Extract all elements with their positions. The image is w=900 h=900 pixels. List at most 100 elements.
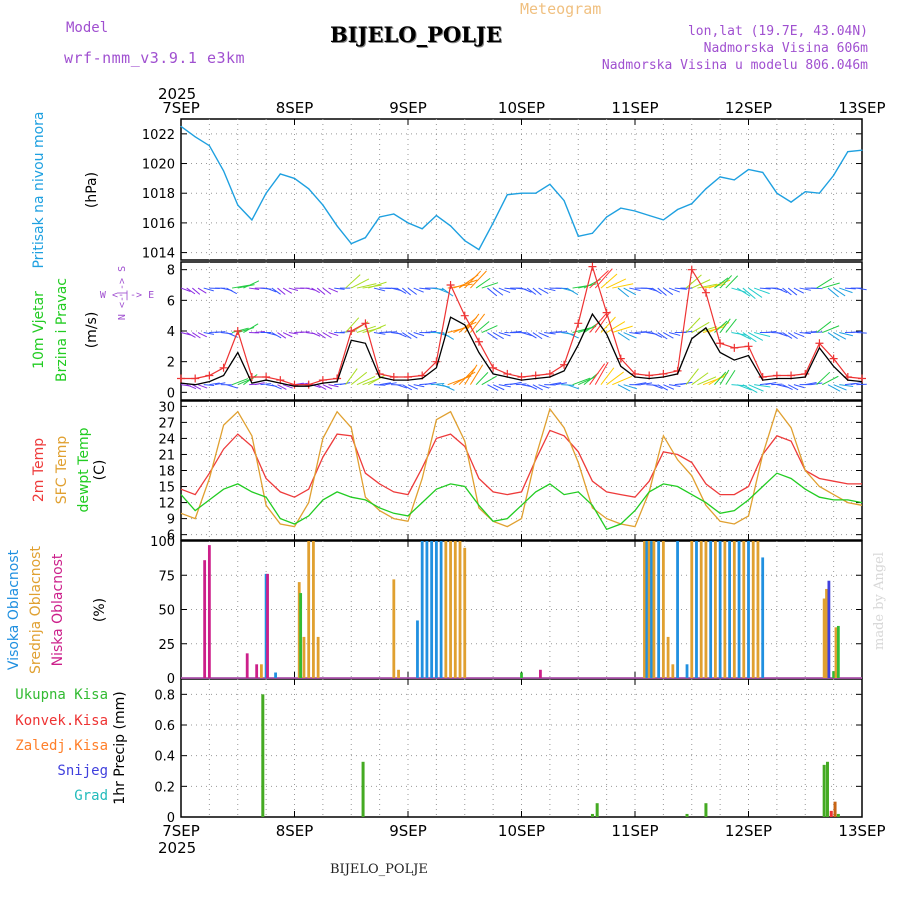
pressure-point: [705, 188, 707, 190]
precip-bar: [595, 803, 599, 817]
wind-arrow: [617, 384, 631, 392]
wind-arrow: [759, 287, 771, 290]
wind-arrow: [566, 384, 580, 390]
ylabel-cloud: Visoka Oblacnost: [6, 549, 22, 670]
temp-line-dewpoint: [180, 472, 863, 531]
wind-arrow: [634, 382, 647, 386]
wind-arrow: [260, 383, 272, 386]
wind-arrow: [736, 332, 752, 340]
cloud-bar: [397, 669, 400, 678]
cloud-bar: [316, 636, 320, 678]
wind-arrow: [521, 332, 532, 337]
altitude-label: Nadmorska Visina 606m: [703, 41, 868, 56]
wind-arrow: [300, 331, 310, 334]
pressure-point: [464, 240, 466, 242]
pressure-point: [492, 222, 494, 224]
wind-arrow: [282, 287, 293, 294]
ylabel-precip: 1hr Precip (mm): [112, 691, 128, 804]
ytick-label-temperature: 12: [158, 497, 175, 512]
wind-arrow: [793, 287, 805, 294]
wind-arrow: [771, 332, 783, 334]
pressure-point: [180, 125, 182, 128]
wind-arrow: [748, 287, 763, 298]
ytick-label-cloud_cover: 75: [158, 569, 175, 584]
cloud-bar: [458, 541, 462, 678]
wind-arrow: [328, 384, 339, 388]
wind-arrow: [197, 332, 208, 338]
pressure-point: [606, 216, 608, 218]
pressure-point: [762, 171, 764, 174]
wind-arrow: [566, 287, 579, 296]
wind-arrow: [782, 332, 793, 339]
ytick-label-temperature: 30: [158, 400, 175, 415]
wind-arrow: [254, 331, 265, 334]
wind-arrow: [827, 332, 840, 341]
wind-arrow: [470, 270, 487, 289]
wind-arrow: [816, 371, 831, 386]
precip-bar: [590, 813, 594, 817]
ylabel-temp: SFC Temp: [54, 436, 70, 505]
cloud-bar: [266, 573, 269, 678]
day-label-top: 13SEP: [838, 99, 885, 117]
wind-gust-marker: [219, 363, 228, 372]
ylabel-pressure-unit: (hPa): [84, 172, 100, 208]
wind-arrow: [475, 372, 489, 386]
cloud-bar: [704, 541, 708, 678]
cloud-bar: [539, 669, 542, 678]
cloud-bar: [825, 588, 828, 678]
day-label-bottom: 10SEP: [498, 822, 545, 840]
ylabel-cloud: Srednja Oblacnost: [28, 546, 44, 674]
wind-arrow: [424, 381, 437, 386]
wind-arrow: [413, 287, 424, 293]
wind-arrow: [827, 287, 839, 298]
wind-arrow: [651, 384, 663, 389]
wind-arrow: [328, 287, 339, 293]
wind-gust-marker: [730, 343, 739, 352]
pressure-point: [379, 216, 381, 218]
wind-arrow: [322, 287, 332, 295]
pressure-point: [847, 151, 849, 153]
pressure-point: [251, 219, 253, 221]
cloud-bar: [420, 541, 424, 678]
wind-arrow: [186, 384, 197, 390]
wind-arrow: [742, 384, 758, 393]
wind-arrow: [345, 368, 358, 385]
wind-arrow: [572, 377, 591, 386]
wind-arrow: [776, 332, 788, 337]
wind-arrow: [254, 382, 265, 386]
cloud-bar: [732, 541, 736, 678]
wind-arrow: [180, 332, 191, 336]
wind-arrow: [288, 287, 299, 291]
pressure-point: [733, 179, 735, 181]
ylabel-temp: dewpt Temp: [76, 427, 92, 512]
wind-arrow: [249, 287, 260, 290]
wind-arrow: [265, 287, 277, 293]
cloud-bar: [657, 541, 661, 678]
wind-arrow: [600, 273, 618, 289]
wind-arrow: [214, 382, 226, 386]
wind-arrow: [243, 323, 259, 333]
wind-arrow: [719, 369, 730, 385]
wind-arrow: [754, 287, 770, 295]
ytick-label-wind: 8: [167, 264, 175, 279]
precip-legend-item: Snijeg: [57, 763, 108, 779]
wind-arrow: [697, 283, 718, 289]
wind-arrow: [754, 384, 771, 388]
cloud-bar: [203, 560, 207, 678]
wind-arrow: [589, 270, 609, 289]
wind-arrow: [623, 332, 637, 339]
model-altitude-label: Nadmorska Visina u modelu 806.046m: [601, 58, 868, 73]
wind-arrow: [685, 317, 701, 333]
wind-arrow: [612, 283, 634, 289]
wind-arrow: [345, 317, 360, 333]
pressure-point: [393, 213, 395, 215]
wind-arrow: [776, 287, 788, 294]
wind-arrow: [311, 287, 320, 294]
wind-arrow: [538, 287, 549, 294]
wind-arrow: [510, 330, 522, 334]
wind-arrow: [612, 375, 633, 386]
wind-arrow: [850, 382, 862, 386]
wind-arrow: [469, 364, 484, 385]
wind-arrow: [487, 332, 498, 340]
